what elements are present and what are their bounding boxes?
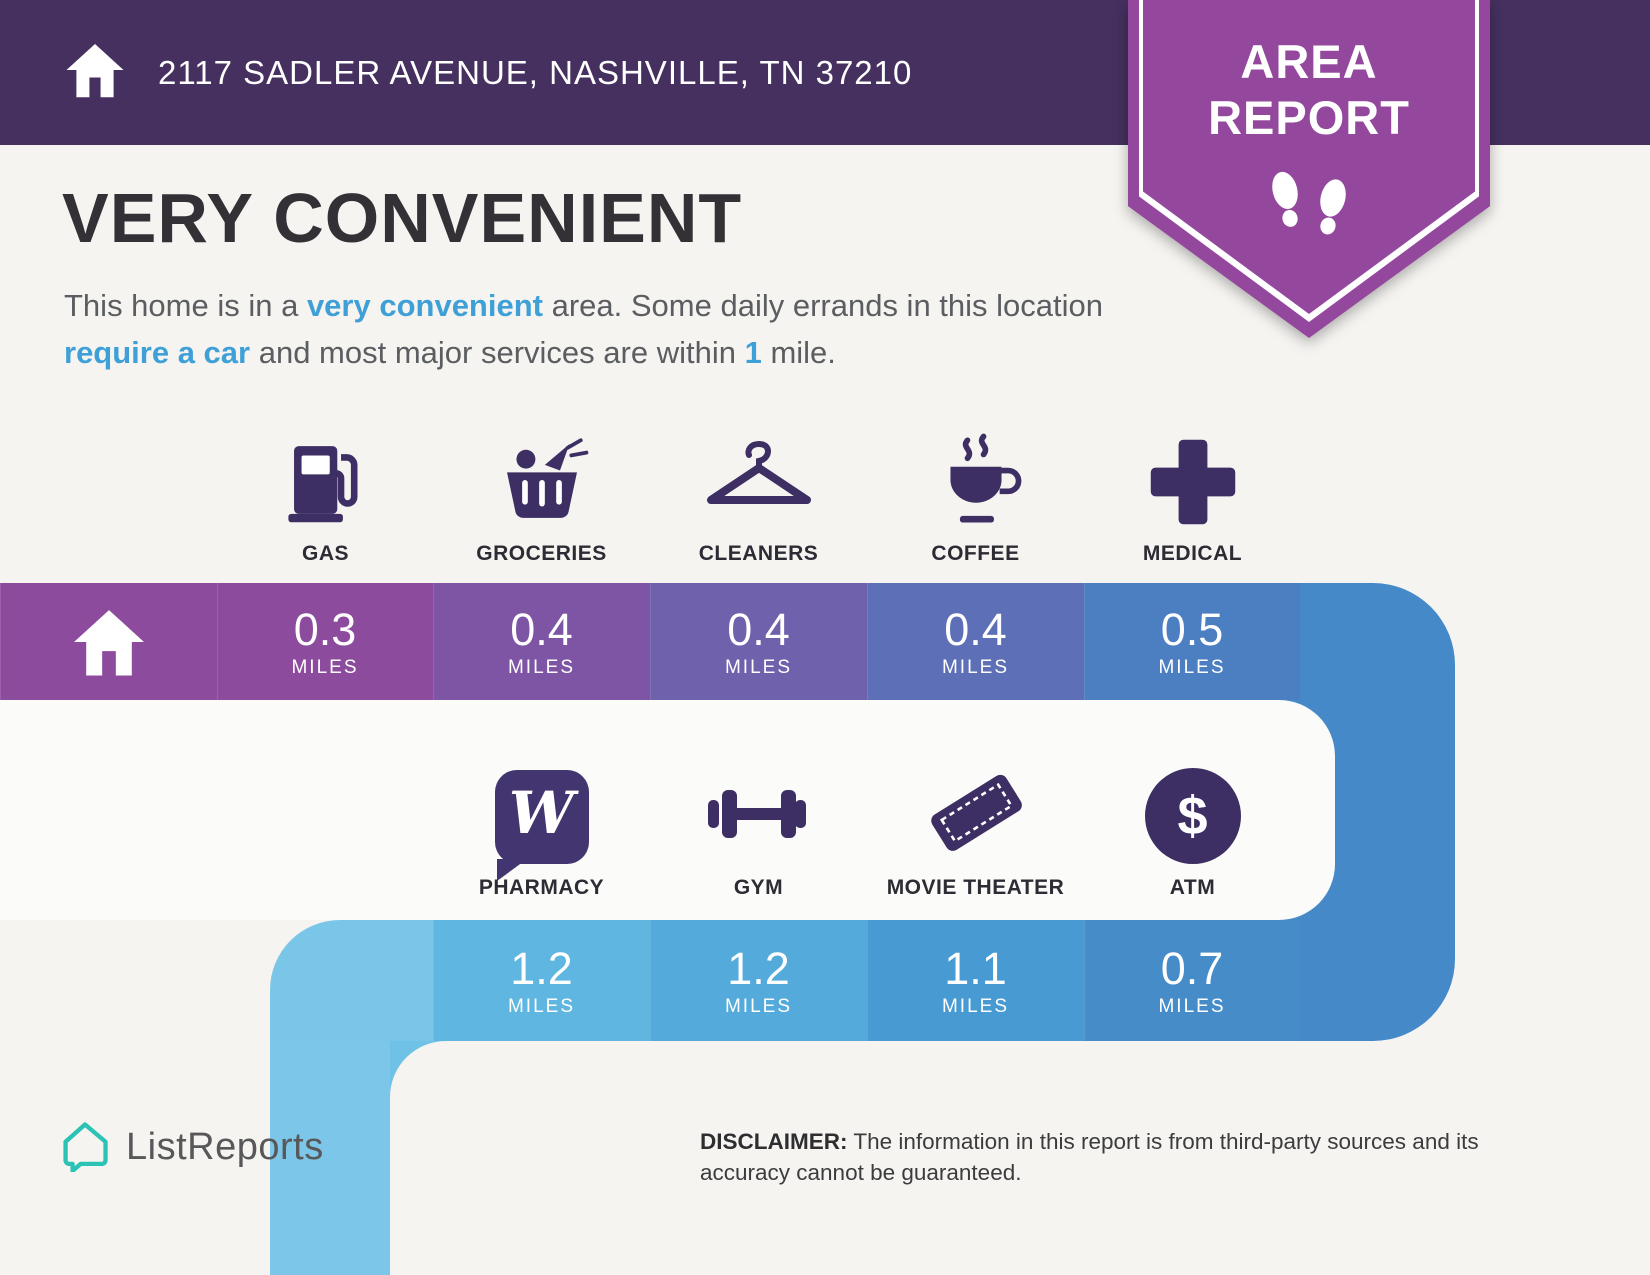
distance-value: 0.3 (293, 603, 357, 655)
distance-value: 0.4 (727, 603, 790, 655)
distance-value: 0.7 (1160, 942, 1224, 994)
service-medical: MEDICAL (1084, 418, 1301, 566)
services-row-2: W PHARMACY GYM (0, 752, 1650, 912)
distance-segment-cleaners: 0.4 MILES (650, 583, 867, 700)
intro-paragraph: This home is in a very convenient area. … (64, 282, 1124, 376)
distance-segment-movie-theater: 1.1 MILES (867, 920, 1084, 1041)
distance-unit: MILES (941, 656, 1010, 678)
route-descender-left (270, 1000, 390, 1275)
service-atm: $ ATM (1084, 752, 1301, 900)
atm-dollar-icon: $ (1144, 752, 1241, 864)
distance-segment-medical: 0.5 MILES (1084, 583, 1300, 700)
intro-highlight: require a car (64, 335, 251, 370)
intro-highlight: very convenient (306, 288, 543, 323)
badge-content: AREA REPORT (1128, 34, 1490, 265)
walgreens-pharmacy-icon: W (494, 752, 589, 881)
dollar-symbol: $ (1177, 786, 1208, 846)
distance-value: 0.4 (944, 603, 1007, 655)
gas-pump-icon (279, 418, 373, 530)
distance-unit: MILES (1158, 995, 1226, 1017)
intro-highlight: 1 (744, 335, 762, 370)
distance-band-row2: 1.2 MILES 1.2 MILES 1.1 MILES 0.7 MILES (0, 920, 1650, 1041)
area-report-badge: AREA REPORT (1128, 0, 1490, 338)
disclaimer-text: The information in this report is from t… (700, 1129, 1479, 1185)
service-label: GAS (301, 542, 349, 565)
distance-unit: MILES (724, 656, 793, 678)
service-cleaners: CLEANERS (650, 418, 867, 566)
service-gym: GYM (650, 752, 867, 900)
distance-value: 1.2 (727, 942, 790, 994)
intro-text-segment: and most major services are within (250, 335, 745, 370)
page-title: VERY CONVENIENT (62, 179, 743, 257)
badge-line1: AREA (1240, 35, 1378, 88)
services-row-1: GAS GROCERIES (0, 418, 1650, 578)
movie-ticket-icon (918, 752, 1034, 864)
badge-line2: REPORT (1208, 91, 1410, 144)
disclaimer: DISCLAIMER: The information in this repo… (700, 1126, 1540, 1188)
distance-segment-coffee: 0.4 MILES (867, 583, 1084, 700)
inner-card (0, 700, 1335, 920)
distance-segment-groceries: 0.4 MILES (433, 583, 650, 700)
property-address: 2117 SADLER AVENUE, NASHVILLE, TN 37210 (158, 53, 913, 91)
service-label: MOVIE THEATER (886, 876, 1065, 899)
distance-band-row1: 0.3 MILES 0.4 MILES 0.4 MILES 0.4 MILES … (0, 583, 1650, 700)
service-label: COFFEE (931, 542, 1020, 565)
distance-unit: MILES (507, 995, 576, 1017)
service-coffee: COFFEE (867, 418, 1084, 566)
service-pharmacy: W PHARMACY (433, 752, 650, 900)
distance-value: 1.2 (510, 942, 573, 994)
distance-unit: MILES (724, 995, 793, 1017)
distance-unit: MILES (941, 995, 1010, 1017)
distance-value: 1.1 (944, 942, 1007, 994)
disclaimer-label: DISCLAIMER: (700, 1129, 848, 1154)
service-movie-theater: MOVIE THEATER (867, 752, 1084, 900)
intro-text-segment: mile. (761, 335, 836, 370)
service-label: CLEANERS (698, 542, 819, 565)
distance-segment-gym: 1.2 MILES (650, 920, 867, 1041)
intro-text-segment: This home is in a (64, 288, 307, 323)
coffee-cup-icon (924, 418, 1028, 530)
listreports-house-icon (58, 1118, 112, 1177)
service-label: MEDICAL (1142, 542, 1243, 565)
footprints-icon (1128, 156, 1490, 265)
intro-text-segment: area. Some daily errands in this locatio… (542, 288, 1103, 323)
service-label: GYM (733, 876, 784, 899)
walgreens-letter: W (508, 779, 575, 847)
service-label: GROCERIES (476, 542, 607, 565)
distance-unit: MILES (291, 656, 359, 678)
distance-unit: MILES (507, 656, 576, 678)
service-groceries: GROCERIES (433, 418, 650, 566)
dumbbell-icon (699, 752, 819, 864)
brand-name: ListReports (126, 1126, 324, 1168)
home-icon (62, 39, 128, 106)
distance-unit: MILES (1158, 656, 1226, 678)
distance-segment-atm: 0.7 MILES (1084, 920, 1300, 1041)
service-label: ATM (1169, 876, 1216, 899)
service-label: PHARMACY (478, 876, 605, 899)
distance-segment-pharmacy: 1.2 MILES (433, 920, 650, 1041)
distance-value: 0.4 (510, 603, 573, 655)
service-gas: GAS (217, 418, 434, 566)
medical-cross-icon (1145, 418, 1241, 530)
band2-corner (270, 920, 433, 1041)
home-marker (0, 583, 217, 700)
grocery-basket-icon (490, 418, 594, 530)
distance-value: 0.5 (1160, 603, 1224, 655)
clothes-hanger-icon (704, 418, 814, 530)
listreports-logo: ListReports (58, 1118, 324, 1177)
distance-segment-gas: 0.3 MILES (217, 583, 433, 700)
